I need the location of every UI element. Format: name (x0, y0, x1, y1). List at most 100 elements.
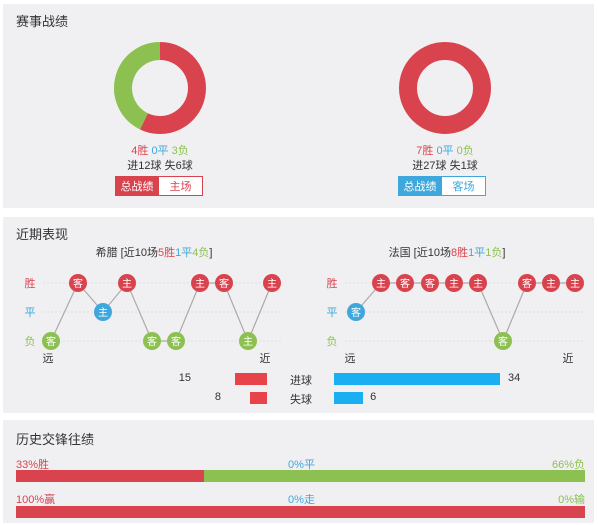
left-team-name: 希腊 (95, 247, 118, 259)
left-summary-post: ] (209, 247, 213, 259)
history-title: 历史交锋往绩 (16, 432, 95, 447)
left-form-venue-label: 客 (219, 277, 229, 290)
scored-label: 进球 (290, 375, 312, 387)
left-win-count: 4胜 (131, 145, 149, 157)
right-axis-draw-label: 平 (327, 307, 338, 319)
left-donut-win-slice (140, 42, 206, 134)
history-row2-bar (16, 506, 585, 518)
left-form-venue-label: 主 (243, 336, 253, 348)
left-goals-against: 失6球 (164, 160, 193, 172)
left-scored-value: 15 (178, 372, 191, 384)
right-form-line (355, 282, 575, 343)
tab-total-record-away[interactable]: 总战绩 (398, 176, 442, 196)
right-form-venue-label: 主 (570, 278, 580, 290)
record-panel: 赛事战绩 4胜 0平 3负 进12球 失6球 总战绩 主场 7胜 0平 0负 进… (3, 4, 594, 208)
left-donut-loss-slice (114, 42, 161, 130)
right-summary-pre: [近10场 (410, 247, 451, 259)
left-form-venue-label: 客 (171, 335, 181, 348)
right-form-venue-label: 主 (473, 278, 483, 290)
left-form-point (118, 274, 136, 292)
history-row2-loss: 0%输 (558, 494, 585, 506)
left-form-point (167, 332, 185, 350)
left-record-donut (114, 42, 206, 134)
right-loss-count: 0负 (456, 145, 474, 157)
right-donut-win-slice (399, 42, 491, 134)
right-team-summary: 法国 [近10场8胜1平1负] (299, 244, 595, 260)
right-record-donut (399, 42, 491, 134)
left-form-point (215, 274, 233, 292)
history-row1-win: 33%胜 (16, 459, 50, 471)
left-form-venue-label: 主 (267, 278, 277, 290)
right-form-point (396, 274, 414, 292)
right-form-venue-label: 主 (449, 278, 459, 290)
left-form-venue-label: 主 (122, 278, 132, 290)
right-axis-far-label: 远 (345, 352, 356, 365)
left-form-line (50, 281, 273, 343)
right-record-goals: 进27球 失1球 (288, 157, 598, 173)
left-record-wdl: 4胜 0平 3负 (3, 142, 317, 158)
right-axis-win-label: 胜 (327, 276, 338, 290)
right-summary-draws: 1平 (468, 247, 486, 259)
right-record-tabs: 总战绩 客场 (398, 176, 486, 196)
history-row1-draw: 0%平 (288, 459, 315, 471)
right-summary-post: ] (502, 247, 506, 259)
left-axis-far-label: 远 (43, 352, 54, 365)
tab-away-record[interactable]: 客场 (442, 176, 486, 196)
left-team-summary: 希腊 [近10场5胜1平4负] (3, 244, 305, 260)
left-form-venue-label: 主 (195, 278, 205, 290)
left-axis-win-label: 胜 (25, 276, 36, 290)
left-form-venue-label: 客 (147, 335, 157, 348)
left-scored-bar (234, 373, 267, 385)
left-summary-wins: 5胜 (157, 247, 176, 259)
right-summary-wins: 8胜 (450, 247, 469, 259)
left-form-point (239, 332, 257, 350)
left-form-venue-label: 主 (98, 307, 108, 319)
history-row1-bar (16, 470, 585, 482)
recent-title: 近期表现 (16, 227, 69, 242)
conceded-label: 失球 (290, 394, 312, 406)
left-form-point (191, 274, 209, 292)
right-goals-against: 失1球 (449, 160, 478, 172)
left-axis-near-label: 近 (260, 352, 271, 365)
record-title: 赛事战绩 (16, 14, 69, 29)
right-form-point (347, 303, 365, 321)
left-record-tabs: 总战绩 主场 (115, 176, 203, 196)
left-loss-count: 3负 (171, 145, 189, 157)
left-form-point (263, 274, 281, 292)
right-form-venue-label: 主 (376, 278, 386, 290)
tab-total-record[interactable]: 总战绩 (115, 176, 159, 196)
right-win-count: 7胜 (416, 145, 434, 157)
history-row2-win: 100%赢 (16, 494, 56, 506)
left-form-venue-label: 客 (46, 335, 56, 348)
left-form-point (42, 332, 60, 350)
history-row2-draw: 0%走 (288, 494, 315, 506)
right-form-venue-label: 客 (351, 306, 361, 319)
history-panel: 历史交锋往绩 33%胜 0%平 66%负 100%赢 0%走 0%输 (3, 420, 594, 523)
history-row2-win-fill (16, 506, 585, 518)
right-record-wdl: 7胜 0平 0负 (288, 142, 598, 158)
tab-home-record[interactable]: 主场 (159, 176, 203, 196)
left-form-venue-label: 客 (73, 277, 83, 290)
left-axis-loss-label: 负 (25, 334, 36, 348)
left-form-point (69, 274, 87, 292)
left-form-point (94, 303, 112, 321)
right-form-point (566, 274, 584, 292)
right-form-point (372, 274, 390, 292)
left-summary-pre: [近10场 (117, 247, 158, 259)
right-form-point (542, 274, 560, 292)
right-form-point (445, 274, 463, 292)
history-row1-loss: 66%负 (551, 459, 585, 471)
left-axis-draw-label: 平 (25, 307, 36, 319)
right-form-venue-label: 客 (498, 335, 508, 348)
left-record-goals: 进12球 失6球 (3, 157, 317, 173)
right-form-venue-label: 客 (425, 277, 435, 290)
right-form-point (469, 274, 487, 292)
right-axis-near-label: 近 (563, 352, 574, 365)
right-summary-losses: 1负 (485, 247, 503, 259)
right-conceded-bar (334, 392, 364, 404)
right-goals-for: 进27球 (412, 160, 447, 172)
recent-form-panel: 近期表现 希腊 [近10场5胜1平4负] 法国 [近10场8胜1平1负] 胜平负… (3, 217, 594, 413)
left-draw-count: 0平 (151, 145, 169, 157)
right-scored-bar (334, 373, 500, 385)
right-draw-count: 0平 (436, 145, 454, 157)
